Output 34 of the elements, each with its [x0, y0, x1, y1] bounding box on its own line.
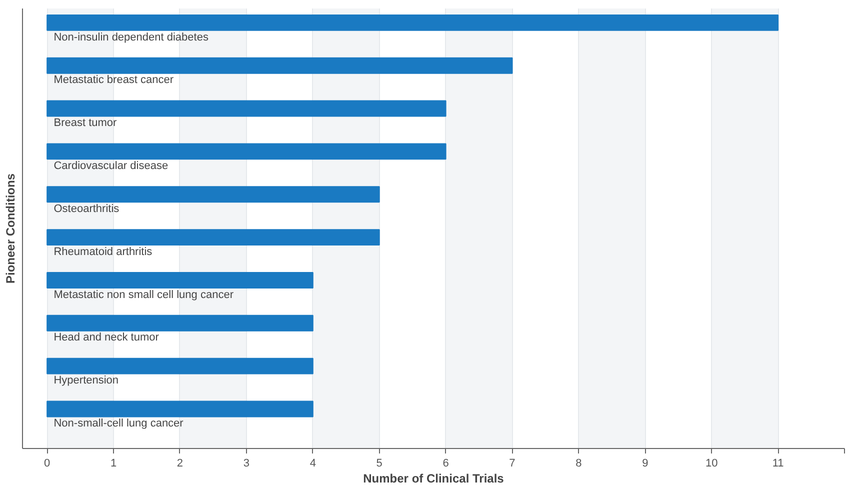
x-tick-label: 1 — [110, 458, 117, 470]
y-tick-label: Rheumatoid arthritis — [54, 246, 153, 258]
bar — [46, 272, 314, 288]
x-tick-label: 0 — [44, 458, 50, 470]
x-tick-label: 9 — [642, 458, 648, 470]
bar — [46, 358, 314, 374]
x-tick-label: 10 — [705, 458, 718, 470]
y-tick-label: Head and neck tumor — [54, 332, 160, 344]
x-axis-title: Number of Clinical Trials — [363, 472, 504, 486]
bar — [46, 143, 446, 160]
y-tick-label: Cardiovascular disease — [54, 160, 168, 172]
x-tick-label: 2 — [176, 458, 184, 470]
x-tick-label: 8 — [576, 458, 582, 470]
x-tick-label: 7 — [509, 458, 516, 470]
bar — [46, 400, 314, 418]
y-tick-label: Hypertension — [54, 374, 119, 387]
y-tick-label: Breast tumor — [54, 117, 118, 130]
bar — [46, 14, 779, 31]
y-tick-label: Non-insulin dependent diabetes — [54, 31, 209, 44]
y-tick-label: Metastatic breast cancer — [54, 74, 174, 86]
x-tick-label: 4 — [310, 458, 316, 470]
bar — [46, 186, 380, 203]
x-tick-label: 5 — [376, 458, 382, 470]
bar — [46, 100, 446, 117]
y-tick-label: Metastatic non small cell lung cancer — [54, 288, 234, 301]
x-tick-label: 3 — [243, 458, 250, 470]
x-tick-label: 11 — [772, 458, 784, 470]
bar — [46, 229, 380, 246]
x-tick-label: 6 — [442, 458, 449, 470]
y-axis-title: Pioneer Conditions — [4, 173, 18, 284]
bar — [46, 314, 314, 332]
bar — [46, 57, 513, 74]
y-tick-label: Osteoarthritis — [54, 202, 120, 215]
y-tick-label: Non-small-cell lung cancer — [54, 418, 184, 430]
